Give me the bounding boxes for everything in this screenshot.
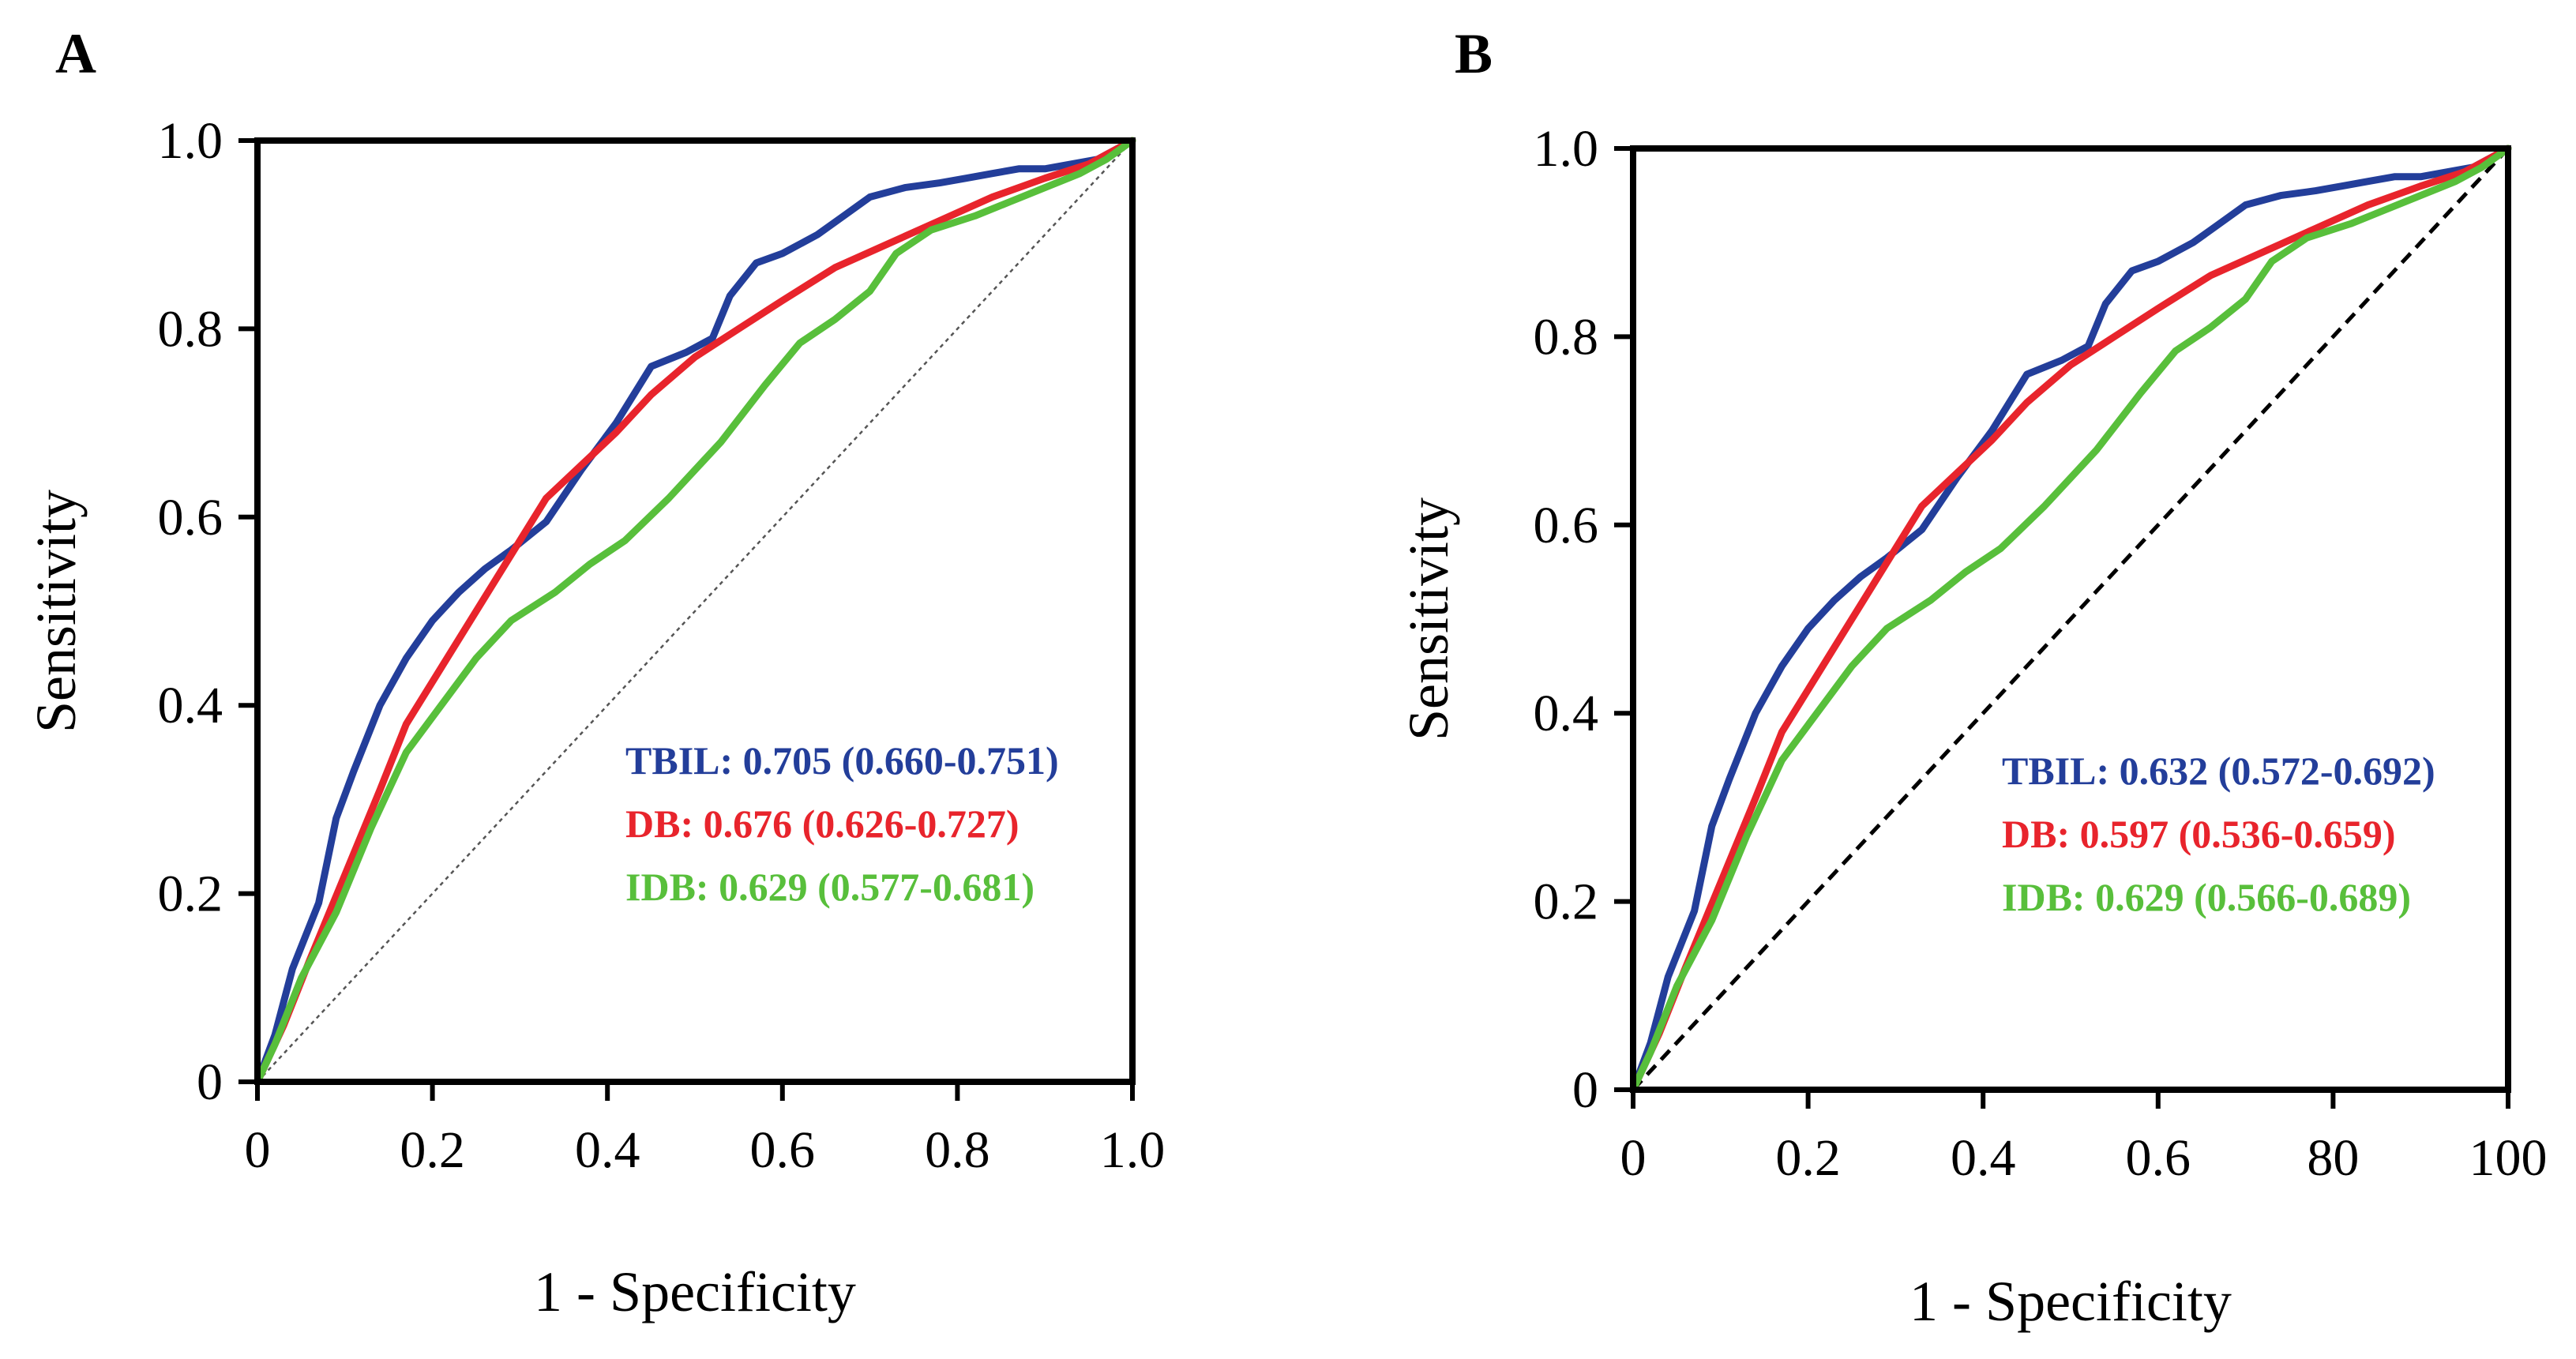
panel-b-y-tick-label: 0.4 (1534, 685, 1599, 742)
panel-b-y-tick-label: 0.2 (1534, 873, 1599, 931)
panel-b-x-tick-label: 0.6 (2126, 1129, 2191, 1187)
panel-b-legend-tbil: TBIL: 0.632 (0.572-0.692) (2002, 749, 2435, 793)
panel-a-x-tick-label: 0.8 (925, 1121, 990, 1179)
panel-a-y-tick-label: 0.4 (158, 677, 223, 734)
panel-a-curve-tbil (253, 137, 1136, 1086)
panel-b-y-tick-label: 0 (1572, 1061, 1598, 1119)
panel-b-x-tick-label: 100 (2469, 1129, 2548, 1187)
legend-auc-value: 0.629 (0.566-0.689) (2095, 875, 2411, 919)
panel-a: A 0 0.2 0.4 0.6 0.8 1.0 0 0.2 0.4 0.6 0.8 1.0 1 - Spe… (24, 22, 1165, 1323)
panel-a-curve-idb (253, 137, 1136, 1086)
legend-series-name: IDB: (2002, 875, 2095, 919)
panel-a-x-tick-label: 0.4 (575, 1121, 640, 1179)
panel-b-x-tick-label: 0 (1620, 1129, 1647, 1187)
legend-series-name: DB: (2002, 812, 2080, 856)
panel-b: B 0 0.2 0.4 0.6 80 100 0 0.2 0.4 0.6 0.8 1.0 1 - Spec… (1397, 22, 2548, 1333)
panel-a-y-tick-label: 1.0 (158, 112, 223, 170)
panel-a-y-tick-label: 0.6 (158, 489, 223, 546)
panel-a-x-tick-label: 0 (245, 1121, 271, 1179)
panel-a-legend-db: DB: 0.676 (0.626-0.727) (625, 802, 1020, 846)
panel-a-frame (254, 137, 1136, 1085)
panel-b-curve-tbil (1629, 145, 2512, 1094)
panel-a-x-tick-label: 0.2 (400, 1121, 465, 1179)
panel-a-label: A (55, 22, 96, 85)
panel-b-y-tick-label: 0.8 (1534, 308, 1599, 366)
panel-a-y-tick-label: 0.8 (158, 300, 223, 358)
panel-b-x-tick-label: 0.4 (1951, 1129, 2016, 1187)
panel-a-x-tick-label: 1.0 (1100, 1121, 1166, 1179)
panel-a-legend-idb: IDB: 0.629 (0.577-0.681) (625, 865, 1035, 909)
legend-series-name: IDB: (625, 865, 719, 909)
legend-series-name: TBIL: (2002, 749, 2120, 793)
panel-b-legend-db: DB: 0.597 (0.536-0.659) (2002, 812, 2396, 856)
panel-b-legend-idb: IDB: 0.629 (0.566-0.689) (2002, 875, 2411, 919)
legend-series-name: DB: (625, 802, 704, 846)
panel-a-x-tick-label: 0.6 (750, 1121, 816, 1179)
panel-a-curve-db (253, 137, 1136, 1086)
panel-b-frame (1630, 145, 2511, 1093)
panel-b-reference-line (1632, 147, 2510, 1091)
legend-auc-value: 0.597 (0.536-0.659) (2080, 812, 2396, 856)
legend-series-name: TBIL: (625, 738, 743, 783)
panel-b-curve-idb (1629, 145, 2512, 1094)
panel-a-x-axis-title: 1 - Specificity (534, 1260, 856, 1323)
legend-auc-value: 0.629 (0.577-0.681) (719, 865, 1035, 909)
panel-b-x-axis-title: 1 - Specificity (1909, 1270, 2232, 1333)
panel-a-y-tick-label: 0 (197, 1053, 223, 1111)
panel-b-x-tick-label: 0.2 (1775, 1129, 1841, 1187)
panel-b-curve-db (1629, 145, 2512, 1094)
legend-auc-value: 0.705 (0.660-0.751) (743, 738, 1059, 783)
panel-a-legend-tbil: TBIL: 0.705 (0.660-0.751) (625, 738, 1059, 783)
panel-b-y-tick-label: 0.6 (1534, 497, 1599, 554)
panel-a-reference-line (257, 140, 1133, 1083)
panel-b-x-tick-label: 80 (2307, 1129, 2359, 1187)
legend-auc-value: 0.676 (0.626-0.727) (704, 802, 1020, 846)
panel-a-y-axis-title: Sensitivity (24, 490, 88, 733)
panel-b-y-axis-title: Sensitivity (1397, 497, 1460, 741)
panel-b-y-tick-label: 1.0 (1534, 120, 1599, 178)
panel-b-label: B (1455, 22, 1493, 85)
legend-auc-value: 0.632 (0.572-0.692) (2120, 749, 2435, 793)
panel-a-y-tick-label: 0.2 (158, 865, 223, 923)
